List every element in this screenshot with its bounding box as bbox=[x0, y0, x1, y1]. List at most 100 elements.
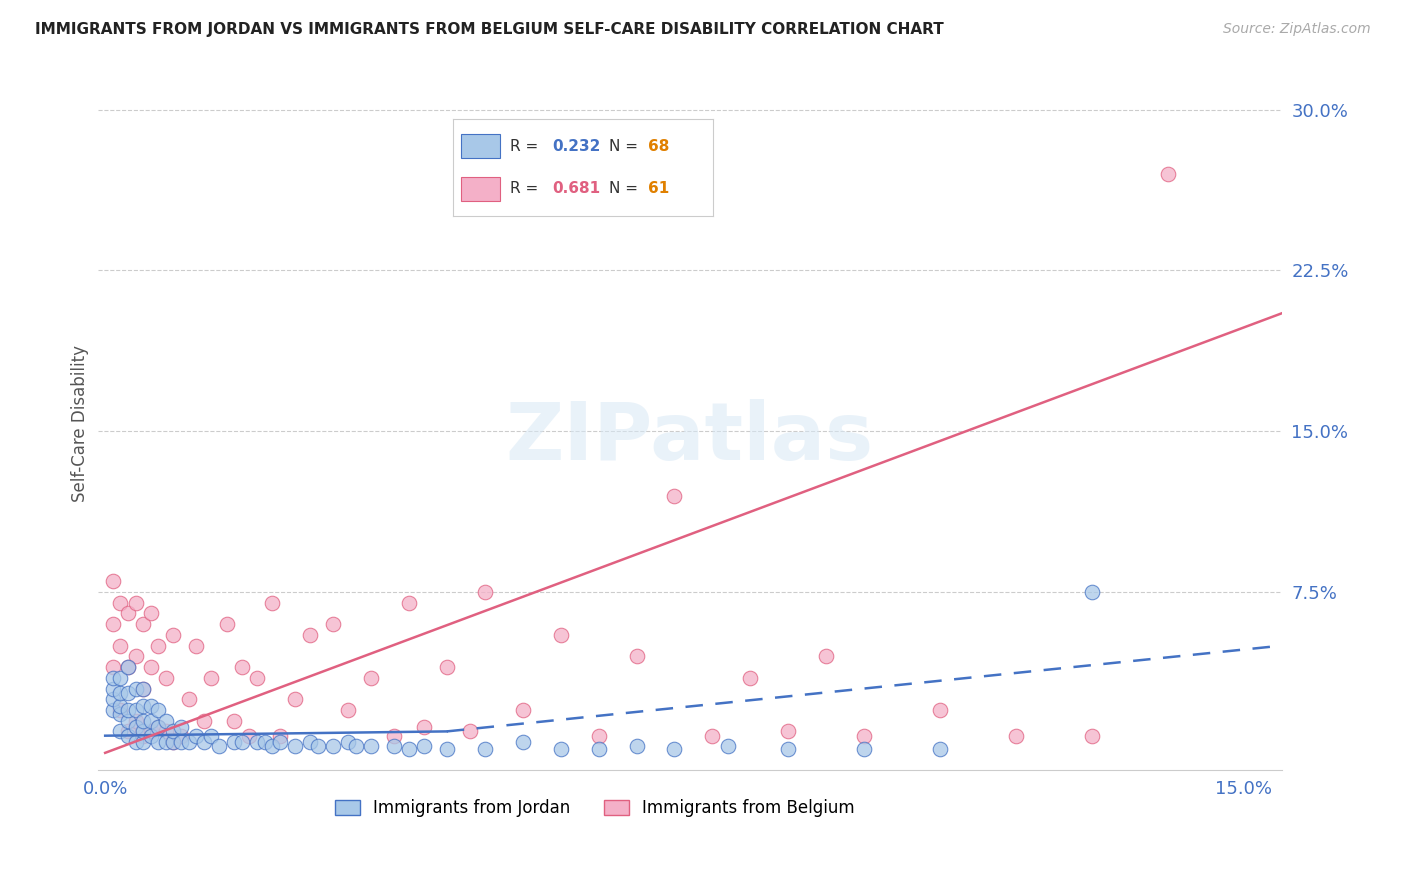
Point bbox=[929, 741, 952, 756]
Point bbox=[132, 729, 155, 743]
Point bbox=[117, 686, 139, 700]
Point bbox=[110, 639, 132, 653]
Point bbox=[124, 720, 146, 734]
Point bbox=[101, 692, 124, 706]
Point bbox=[124, 714, 146, 728]
Point bbox=[382, 729, 405, 743]
Point bbox=[139, 607, 162, 621]
Point bbox=[1081, 585, 1104, 599]
Point bbox=[148, 735, 170, 749]
Point bbox=[337, 703, 360, 717]
Point bbox=[117, 714, 139, 728]
Point bbox=[148, 720, 170, 734]
Point bbox=[853, 729, 876, 743]
Point bbox=[162, 628, 184, 642]
Text: IMMIGRANTS FROM JORDAN VS IMMIGRANTS FROM BELGIUM SELF-CARE DISABILITY CORRELATI: IMMIGRANTS FROM JORDAN VS IMMIGRANTS FRO… bbox=[35, 22, 943, 37]
Point bbox=[110, 686, 132, 700]
Point bbox=[110, 698, 132, 713]
Point bbox=[1157, 167, 1180, 181]
Point bbox=[162, 735, 184, 749]
Point bbox=[124, 703, 146, 717]
Point bbox=[778, 724, 800, 739]
Point bbox=[253, 735, 276, 749]
Point bbox=[299, 628, 322, 642]
Point bbox=[170, 720, 193, 734]
Point bbox=[101, 671, 124, 685]
Point bbox=[110, 703, 132, 717]
Point bbox=[853, 741, 876, 756]
Point bbox=[186, 729, 208, 743]
Point bbox=[231, 660, 253, 674]
Point bbox=[132, 714, 155, 728]
Point bbox=[322, 739, 344, 754]
Point bbox=[186, 639, 208, 653]
Point bbox=[193, 735, 215, 749]
Point bbox=[382, 739, 405, 754]
Legend: Immigrants from Jordan, Immigrants from Belgium: Immigrants from Jordan, Immigrants from … bbox=[329, 793, 862, 824]
Point bbox=[360, 739, 382, 754]
Point bbox=[231, 735, 253, 749]
Point bbox=[200, 729, 222, 743]
Point bbox=[132, 681, 155, 696]
Point bbox=[436, 660, 458, 674]
Point bbox=[1005, 729, 1028, 743]
Point bbox=[224, 714, 246, 728]
Point bbox=[269, 729, 291, 743]
Point bbox=[117, 724, 139, 739]
Point bbox=[110, 724, 132, 739]
Point bbox=[626, 649, 648, 664]
Point bbox=[815, 649, 838, 664]
Point bbox=[269, 735, 291, 749]
Point bbox=[101, 617, 124, 632]
Point bbox=[170, 729, 193, 743]
Point bbox=[155, 724, 177, 739]
Point bbox=[101, 703, 124, 717]
Point bbox=[200, 671, 222, 685]
Point bbox=[474, 585, 496, 599]
Point bbox=[716, 739, 738, 754]
Point bbox=[224, 735, 246, 749]
Point bbox=[626, 739, 648, 754]
Point bbox=[170, 735, 193, 749]
Point bbox=[148, 639, 170, 653]
Point bbox=[132, 698, 155, 713]
Point bbox=[778, 741, 800, 756]
Point bbox=[132, 724, 155, 739]
Point bbox=[284, 739, 307, 754]
Point bbox=[132, 735, 155, 749]
Point bbox=[458, 724, 481, 739]
Point bbox=[262, 739, 284, 754]
Point bbox=[588, 729, 610, 743]
Point bbox=[436, 741, 458, 756]
Point bbox=[139, 729, 162, 743]
Point bbox=[474, 741, 496, 756]
Point bbox=[337, 735, 360, 749]
Point bbox=[148, 703, 170, 717]
Point bbox=[413, 720, 436, 734]
Point bbox=[162, 724, 184, 739]
Point bbox=[155, 735, 177, 749]
Point bbox=[124, 596, 146, 610]
Point bbox=[177, 692, 200, 706]
Point bbox=[132, 617, 155, 632]
Point bbox=[1081, 729, 1104, 743]
Point bbox=[101, 660, 124, 674]
Point bbox=[193, 714, 215, 728]
Point bbox=[322, 617, 344, 632]
Point bbox=[550, 628, 572, 642]
Point bbox=[702, 729, 724, 743]
Point bbox=[124, 735, 146, 749]
Point bbox=[215, 617, 238, 632]
Point bbox=[664, 741, 686, 756]
Point bbox=[101, 574, 124, 589]
Point bbox=[398, 596, 420, 610]
Point bbox=[139, 714, 162, 728]
Point bbox=[664, 489, 686, 503]
Point bbox=[139, 698, 162, 713]
Point bbox=[246, 671, 269, 685]
Point bbox=[262, 596, 284, 610]
Point bbox=[208, 739, 231, 754]
Point bbox=[139, 660, 162, 674]
Point bbox=[110, 671, 132, 685]
Point bbox=[117, 660, 139, 674]
